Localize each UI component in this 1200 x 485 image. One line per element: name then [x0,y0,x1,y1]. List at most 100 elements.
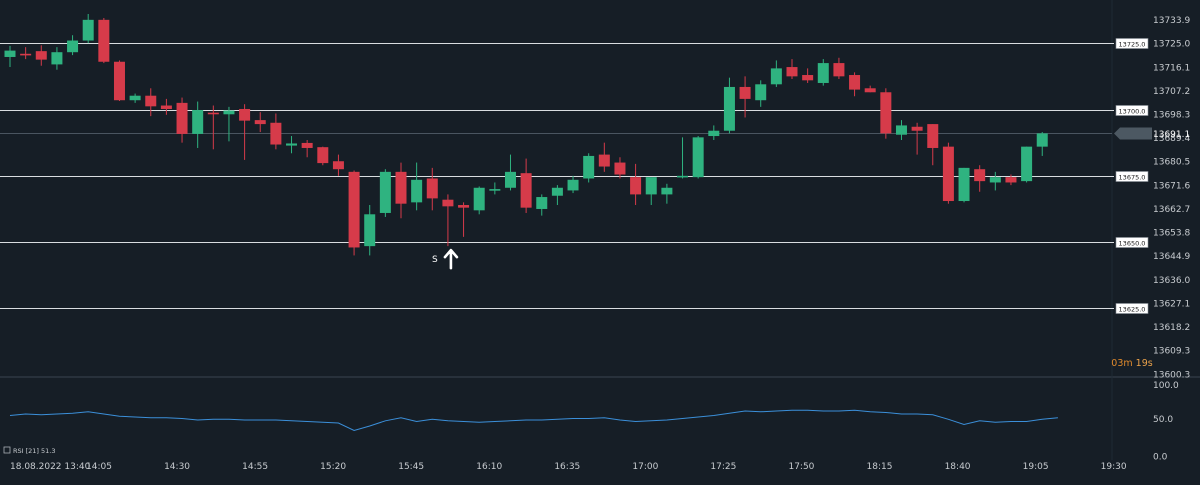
level-label-box [1115,171,1149,182]
candle-body [35,51,47,60]
time-tick-label: 19:30 [1101,462,1127,472]
price-tick-label: 13636.0 [1153,276,1190,286]
candle-body [20,53,32,56]
candle-body [192,110,204,134]
price-tick-label: 13609.3 [1153,347,1190,357]
candle-body [536,197,548,209]
candle-body [833,63,845,77]
candle-body [254,120,266,125]
candle-body [551,187,563,196]
candle-body [129,95,141,101]
candle-body [489,189,501,191]
candle-body [411,179,423,203]
level-label-box [1115,303,1149,314]
time-tick-label: 17:00 [632,462,658,472]
rsi-line [9,409,1058,432]
price-tick-label: 13653.8 [1153,229,1190,239]
time-tick-label: 15:20 [320,462,346,472]
candle-body [239,108,251,121]
current-price-marker [1114,127,1152,140]
price-tick-label: 13716.1 [1153,63,1190,73]
candle-body [880,92,892,134]
price-tick-label: 13644.9 [1153,252,1190,262]
candle-body [504,171,516,188]
candle-body [520,173,532,208]
candle-body [317,147,329,164]
price-tick-label: 13689.4 [1153,134,1190,144]
price-tick-label: 13671.6 [1153,181,1190,191]
price-tick-label: 13707.2 [1153,87,1190,97]
countdown-minutes: 03m [1111,358,1132,369]
level-label-box [1115,38,1149,49]
rsi-legend-label: RSI [21] 51.3 [13,447,56,455]
level-label: 13675.0 [1119,174,1146,182]
time-tick-label: 18:40 [945,462,971,472]
price-tick-label: 13725.0 [1153,40,1190,50]
rsi-tick-label: 50.0 [1153,415,1173,425]
candle-body [739,86,751,99]
rsi-panel: 100.0 50.0 0.0 RSI [21] 51.3 [3,381,1179,463]
time-start-label: 18.08.2022 13:40 [10,462,91,472]
price-tick-label: 13698.3 [1153,111,1190,121]
candle-body [379,171,391,213]
time-tick-label: 15:45 [398,462,424,472]
candle-body [895,125,907,135]
candle-body [395,171,407,204]
level-label: 13725.0 [1119,41,1146,49]
candle-body [301,142,313,148]
candle-body [426,178,438,199]
candle-body [82,19,94,41]
candle-body [692,137,704,178]
candle-body [113,61,125,101]
time-tick-label: 17:50 [788,462,814,472]
price-axis: 13733.9 13725.0 13716.1 13707.2 13698.3 13689… [1111,16,1190,380]
signal-label: S [432,255,438,265]
rsi-legend-icon [3,446,11,454]
candle-body [473,187,485,211]
candle-body [67,40,79,53]
candle-body [98,19,110,62]
time-tick-label: 16:10 [476,462,502,472]
candle-body [677,175,689,178]
countdown-timer: 03m 19s [1111,358,1152,369]
time-tick-label: 17:25 [710,462,736,472]
price-tick-label: 13680.5 [1153,158,1190,168]
level-label-box [1115,105,1149,116]
candle-body [661,187,673,195]
time-tick-label: 14:05 [86,462,112,472]
candle-body [286,143,298,146]
candle-body [974,169,986,182]
candle-body [176,102,188,134]
level-label: 13625.0 [1119,306,1146,314]
candle-body [911,126,923,131]
candle-body [598,154,610,167]
candle-body [942,146,954,202]
level-label: 13700.0 [1119,108,1146,116]
level-label-box [1115,237,1149,248]
candle-body [1005,177,1017,183]
candle-body [348,171,360,248]
candle-body [583,155,595,179]
time-tick-label: 18:15 [867,462,893,472]
candle-body [817,63,829,83]
overlay-layer: S [432,248,459,270]
time-tick-label: 16:35 [554,462,580,472]
countdown-seconds: 19s [1136,358,1153,369]
candle-body [708,130,720,137]
candle-body [4,50,16,57]
rsi-tick-label: 100.0 [1153,381,1179,391]
candle-body [364,214,376,247]
candle-layer [4,14,1048,256]
time-tick-label: 19:05 [1023,462,1049,472]
price-tick-label: 13618.2 [1153,323,1190,333]
candle-body [145,95,157,107]
candle-body [802,75,814,81]
candle-body [458,205,470,208]
candle-body [723,86,735,131]
candle-body [927,124,939,148]
candle-body [645,177,657,195]
